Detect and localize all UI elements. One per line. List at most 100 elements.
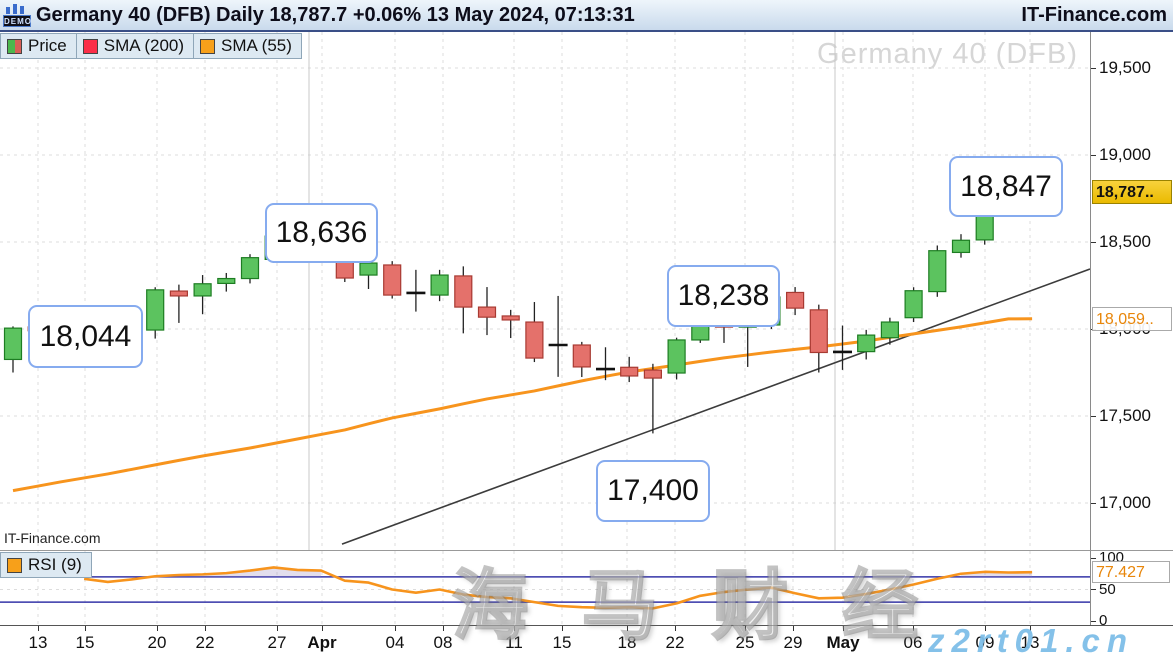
- candle-down: [383, 264, 402, 296]
- axis-tick: [1091, 589, 1096, 590]
- candle-up: [217, 277, 236, 285]
- axis-tick: [157, 626, 158, 631]
- rsi-axis-label: 0: [1099, 612, 1108, 629]
- axis-tick: [985, 626, 986, 631]
- instrument-title: Germany 40 (DFB) Daily 18,787.7 +0.06% 1…: [36, 4, 635, 26]
- time-axis-label: 09: [975, 633, 995, 652]
- mini-candles-icon: [6, 3, 24, 14]
- legend-sma55-label: SMA (55): [221, 36, 292, 55]
- price-swatch-icon: [7, 38, 22, 54]
- axis-tick: [913, 626, 914, 631]
- candle-down: [809, 309, 828, 354]
- time-axis-label: May: [826, 633, 860, 652]
- time-axis-label: 06: [903, 633, 923, 652]
- rsi-canvas[interactable]: [0, 551, 1090, 625]
- rsi-swatch-icon: [7, 557, 22, 573]
- legend-price[interactable]: Price: [0, 33, 77, 59]
- candle-down: [572, 344, 591, 368]
- chart-watermark: Germany 40 (DFB): [817, 38, 1078, 70]
- rsi-legend: RSI (9): [0, 552, 92, 578]
- axis-tick: [793, 626, 794, 631]
- axis-tick: [277, 626, 278, 631]
- legend-rsi[interactable]: RSI (9): [0, 552, 92, 578]
- axis-tick: [562, 626, 563, 631]
- candle-up: [857, 334, 876, 353]
- axis-tick: [443, 626, 444, 631]
- time-axis-label: 22: [665, 633, 685, 652]
- rsi-axis[interactable]: 77.427 100 50 0: [1090, 549, 1173, 629]
- legend-sma200-label: SMA (200): [103, 36, 185, 55]
- candle-up: [951, 239, 971, 254]
- time-axis[interactable]: 13 15 20 22 27 Apr 04 08 11 15 18 22 25 29 May 06 09 13: [0, 625, 1173, 660]
- axis-tick: [322, 626, 323, 631]
- time-axis-label: 29: [783, 633, 803, 652]
- price-axis-label: 17,000: [1099, 493, 1151, 512]
- time-axis-label: 27: [267, 633, 287, 652]
- axis-tick: [1091, 557, 1096, 559]
- axis-tick: [1091, 415, 1096, 417]
- candlestick-canvas[interactable]: [0, 32, 1090, 550]
- candle-up: [667, 339, 686, 374]
- candle-down: [525, 321, 544, 359]
- axis-tick: [1091, 241, 1096, 243]
- axis-tick: [395, 626, 396, 631]
- time-axis-label: 15: [552, 633, 572, 652]
- site-watermark: IT-Finance.com: [4, 530, 101, 546]
- axis-tick: [627, 626, 628, 631]
- series-legend: Price SMA (200) SMA (55): [0, 33, 302, 59]
- demo-badge: DEMO: [3, 2, 31, 29]
- axis-tick: [1091, 154, 1096, 156]
- time-axis-label: 22: [195, 633, 215, 652]
- candle-up: [240, 257, 260, 280]
- last-price-tag: 18,787..: [1092, 179, 1172, 204]
- rsi-axis-label: 50: [1099, 580, 1116, 598]
- candle-down: [477, 306, 497, 318]
- axis-tick: [1030, 626, 1031, 631]
- candle-up: [193, 283, 212, 297]
- candle-down: [785, 291, 805, 309]
- sma55-swatch-icon: [200, 38, 216, 54]
- price-callout: 18,044: [28, 305, 143, 368]
- axis-tick: [38, 626, 39, 631]
- axis-tick: [514, 626, 515, 631]
- time-axis-label: 15: [75, 633, 95, 652]
- candle-up: [430, 274, 449, 296]
- axis-tick: [843, 626, 844, 631]
- candle-up: [928, 250, 947, 293]
- legend-sma55[interactable]: SMA (55): [193, 33, 302, 59]
- axis-tick: [205, 626, 206, 631]
- price-callout: 17,400: [596, 460, 710, 522]
- candle-down: [454, 275, 473, 308]
- candle-up: [880, 321, 900, 339]
- legend-sma200[interactable]: SMA (200): [75, 33, 195, 59]
- price-axis-label: 19,500: [1099, 58, 1151, 77]
- axis-tick: [1091, 502, 1096, 504]
- sma200-swatch-icon: [82, 38, 98, 54]
- demo-label: DEMO: [3, 15, 32, 27]
- price-axis[interactable]: 18,787.. 18,059.. 19,50019,00018,50018,0…: [1090, 32, 1173, 550]
- candle-up: [359, 262, 378, 276]
- price-axis-label: 19,000: [1099, 145, 1151, 164]
- brand-link[interactable]: IT-Finance.com: [1021, 4, 1167, 26]
- candle-up: [146, 289, 165, 331]
- axis-tick: [745, 626, 746, 631]
- candle-up: [3, 327, 23, 361]
- sma55-value-tag: 18,059..: [1092, 306, 1172, 331]
- time-axis-label: 11: [505, 633, 523, 652]
- rsi-panel[interactable]: RSI (9): [0, 550, 1090, 625]
- candle-down: [169, 290, 188, 297]
- axis-tick: [675, 626, 676, 631]
- header-bar: DEMO Germany 40 (DFB) Daily 18,787.7 +0.…: [0, 0, 1173, 32]
- time-axis-label: 13: [28, 633, 48, 652]
- legend-price-label: Price: [28, 36, 67, 55]
- price-chart-panel[interactable]: Germany 40 (DFB) IT-Finance.com Price SM…: [0, 32, 1090, 550]
- rsi-value-tag: 77.427: [1092, 561, 1170, 584]
- price-callout: 18,847: [949, 156, 1063, 217]
- time-axis-label: 25: [735, 633, 755, 652]
- time-axis-label: 08: [433, 633, 453, 652]
- time-axis-label: 13: [1020, 633, 1040, 652]
- axis-tick: [85, 626, 86, 631]
- axis-tick: [1091, 620, 1096, 622]
- price-callout: 18,238: [667, 265, 780, 327]
